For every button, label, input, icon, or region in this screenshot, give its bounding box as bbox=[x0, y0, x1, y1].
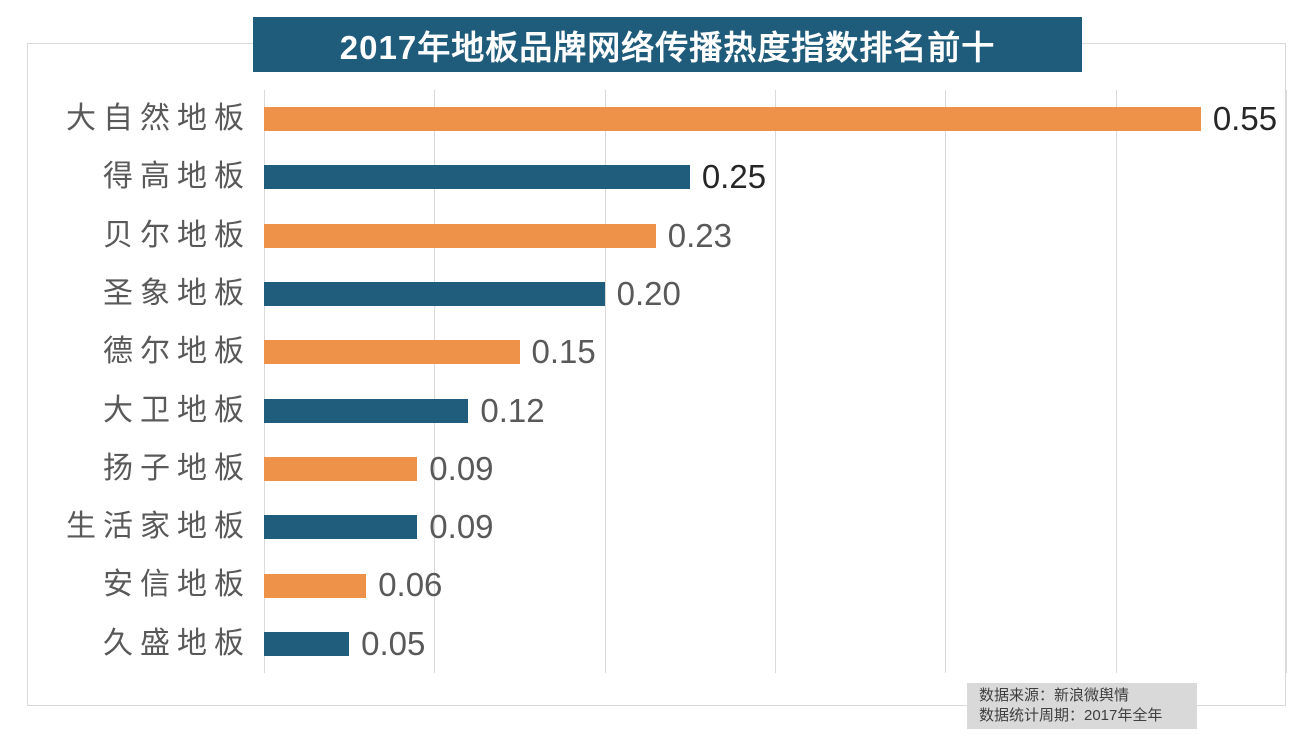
category-label: 德尔地板 bbox=[103, 335, 251, 369]
bar bbox=[264, 165, 690, 190]
gridline bbox=[604, 90, 606, 673]
gridline bbox=[1115, 90, 1117, 673]
value-label: 0.25 bbox=[701, 158, 767, 196]
category-label: 安信地板 bbox=[103, 568, 251, 602]
value-label: 0.12 bbox=[480, 391, 545, 429]
gridline bbox=[434, 90, 436, 673]
source-box: 数据来源：新浪微舆情 数据统计周期：2017年全年 bbox=[967, 683, 1197, 729]
value-label: 0.05 bbox=[361, 624, 426, 662]
category-label: 大卫地板 bbox=[103, 393, 251, 427]
bar bbox=[264, 573, 367, 598]
category-label: 生活家地板 bbox=[66, 510, 251, 544]
category-label: 贝尔地板 bbox=[103, 218, 251, 252]
bar bbox=[264, 456, 418, 481]
gridline bbox=[775, 90, 776, 673]
value-label: 0.09 bbox=[429, 449, 494, 487]
gridline bbox=[264, 90, 265, 673]
gridline bbox=[945, 90, 947, 673]
value-label: 0.06 bbox=[378, 566, 443, 604]
plot-area: 0.55 0.25 0.23 0.20 0.15 0.12 0.09 0.09 0.06 0.05 bbox=[264, 90, 1287, 673]
category-label: 得高地板 bbox=[103, 160, 251, 194]
bar bbox=[264, 631, 350, 656]
value-label: 0.23 bbox=[667, 216, 732, 254]
source-line-1: 数据来源：新浪微舆情 bbox=[979, 687, 1130, 704]
value-label: 0.20 bbox=[616, 274, 681, 312]
bar bbox=[264, 515, 418, 540]
category-label: 久盛地板 bbox=[103, 626, 251, 660]
chart-title: 2017年地板品牌网络传播热度指数排名前十 bbox=[253, 17, 1082, 72]
value-label: 0.09 bbox=[429, 508, 494, 546]
category-label: 大自然地板 bbox=[66, 102, 251, 135]
value-label: 0.15 bbox=[531, 333, 596, 371]
gridline bbox=[1286, 90, 1287, 673]
category-labels: 大自然地板 得高地板 贝尔地板 圣象地板 德尔地板 大卫地板 扬子地板 生活家地板 安信地板 久盛… bbox=[0, 90, 244, 673]
category-label: 扬子地板 bbox=[103, 451, 251, 485]
bar bbox=[264, 282, 605, 307]
bar bbox=[264, 340, 520, 365]
bar bbox=[264, 398, 469, 423]
bar bbox=[264, 223, 656, 248]
bar bbox=[264, 107, 1201, 132]
category-label: 圣象地板 bbox=[103, 276, 251, 310]
source-line-2: 数据统计周期：2017年全年 bbox=[979, 707, 1163, 724]
value-label: 0.55 bbox=[1212, 100, 1278, 137]
